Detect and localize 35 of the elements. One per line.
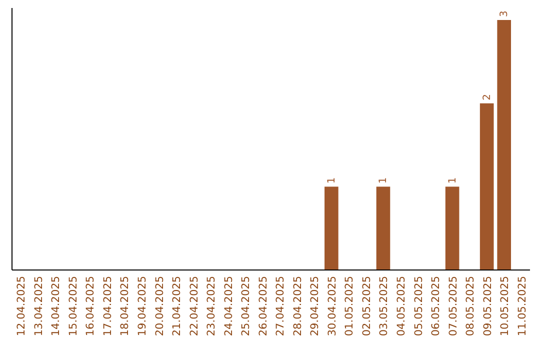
x-tick-label: 11.05.2025 — [516, 276, 528, 336]
data-label: 1 — [447, 177, 458, 184]
data-label: 1 — [378, 177, 390, 184]
x-tick-label: 03.05.2025 — [378, 276, 390, 336]
x-tick-label: 05.05.2025 — [412, 276, 425, 336]
x-tick-label: 01.05.2025 — [344, 276, 356, 336]
x-tick-label: 12.04.2025 — [16, 276, 28, 336]
data-label: 2 — [482, 94, 493, 100]
x-tick-label: 19.04.2025 — [136, 276, 148, 336]
x-tick-label: 16.04.2025 — [84, 276, 97, 336]
data-label: 1 — [326, 177, 338, 184]
x-tick-label: 25.04.2025 — [240, 276, 252, 336]
x-tick-label: 08.05.2025 — [464, 276, 477, 336]
x-tick-label: 22.04.2025 — [188, 276, 200, 336]
x-tick-label: 02.05.2025 — [360, 276, 373, 336]
x-tick-label: 26.04.2025 — [257, 276, 270, 336]
x-tick-label: 14.04.2025 — [50, 276, 62, 336]
x-tick-label: 29.04.2025 — [309, 276, 322, 336]
x-tick-label: 15.04.2025 — [67, 276, 80, 336]
data-label: 3 — [499, 10, 510, 17]
x-tick-label: 28.04.2025 — [292, 276, 304, 336]
x-tick-label: 09.05.2025 — [482, 276, 494, 336]
x-tick-label: 30.04.2025 — [326, 276, 338, 336]
x-tick-label: 17.04.2025 — [102, 276, 114, 336]
x-tick-label: 10.05.2025 — [499, 276, 512, 336]
x-tick-label: 21.04.2025 — [171, 276, 184, 336]
x-tick-label: 04.05.2025 — [396, 276, 408, 336]
x-tick-label: 13.04.2025 — [32, 276, 45, 336]
x-tick-label: 20.04.2025 — [154, 276, 166, 336]
x-tick-label: 23.04.2025 — [206, 276, 218, 336]
x-tick-label: 06.05.2025 — [430, 276, 442, 336]
x-tick-label: 18.04.2025 — [119, 276, 132, 336]
x-tick-label: 27.04.2025 — [274, 276, 287, 336]
x-tick-label: 24.04.2025 — [222, 276, 235, 336]
x-tick-label: 07.05.2025 — [447, 276, 460, 336]
